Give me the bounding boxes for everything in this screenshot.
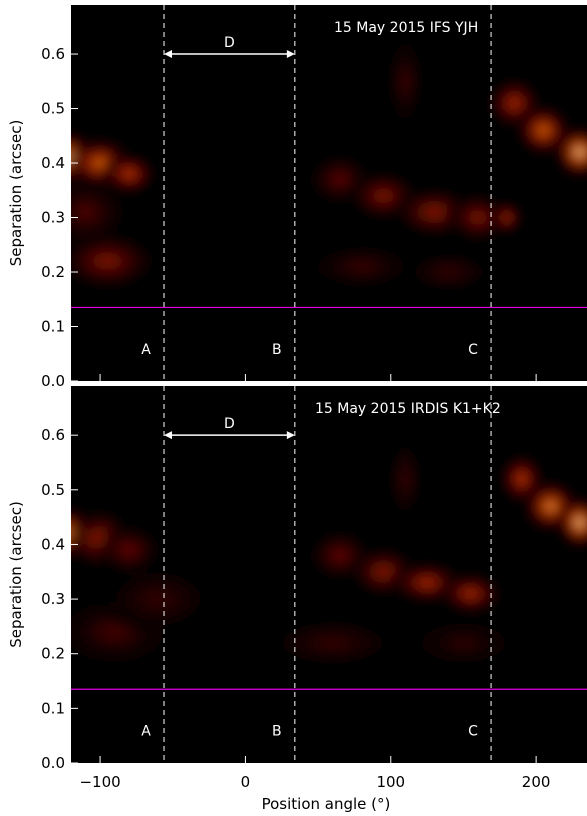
marker-label-A: A	[141, 342, 151, 358]
y-tick-label: 0.4	[41, 535, 65, 553]
heatmap-emission	[71, 435, 587, 670]
y-tick-label: 0.6	[41, 426, 65, 444]
heatmap-feature-14	[546, 502, 555, 510]
panel-1: A B C D 15 May 2015 IFS YJH 0.0 0.1 0.2 0.3 0.4 0.…	[7, 5, 587, 390]
x-tick-label: 200	[522, 773, 551, 791]
masked-region	[71, 307, 587, 381]
span-label: D	[224, 35, 235, 51]
heatmap-feature-16	[576, 148, 584, 156]
y-tick-label: 0.4	[41, 154, 65, 172]
heatmap-feature-11	[322, 639, 343, 647]
heatmap-feature-5	[149, 594, 167, 605]
heatmap-feature-14	[510, 99, 519, 107]
heatmap-feature-7	[378, 568, 389, 576]
span-arrowhead-right	[286, 431, 295, 440]
y-tick-label: 0.2	[41, 263, 65, 281]
heatmap-feature-13	[518, 475, 525, 483]
heatmap-feature-9	[466, 590, 476, 597]
x-tick-label: −100	[79, 773, 120, 791]
heatmap-feature-8	[421, 579, 433, 586]
marker-label-B: B	[272, 724, 282, 740]
x-tick-label: 0	[241, 773, 251, 791]
y-axis-title: Separation (arcsec)	[7, 501, 25, 648]
heatmap-feature-15	[576, 518, 584, 527]
y-tick-label: 0.0	[41, 754, 65, 772]
x-tick-label: 100	[376, 773, 405, 791]
heatmap-feature-11	[402, 75, 408, 88]
panel-title: 15 May 2015 IRDIS K1+K2	[315, 401, 501, 417]
marker-label-A: A	[141, 724, 151, 740]
panel-2: A B C D 15 May 2015 IRDIS K1+K2 0.0 0.1 0.2 0.3 0…	[7, 386, 587, 813]
y-tick-label: 0.5	[41, 100, 65, 118]
marker-label-B: B	[272, 342, 282, 358]
heatmap-feature-6	[335, 175, 345, 184]
heatmap-feature-4	[106, 626, 123, 637]
heatmap-feature-2	[95, 159, 105, 167]
marker-label-C: C	[468, 724, 478, 740]
heatmap-feature-6	[335, 551, 345, 560]
y-tick-label: 0.5	[41, 481, 65, 499]
heatmap-feature-12	[354, 263, 370, 270]
span-arrowhead-left	[164, 50, 173, 59]
y-tick-label: 0.2	[41, 645, 65, 663]
heatmap-feature-10	[402, 472, 408, 486]
y-tick-label: 0.6	[41, 45, 65, 63]
heatmap-feature-15	[539, 126, 548, 135]
heatmap-feature-5	[79, 207, 92, 218]
heatmap-feature-13	[442, 268, 456, 276]
panel-title: 15 May 2015 IFS YJH	[334, 20, 478, 36]
span-arrowhead-right	[286, 50, 295, 59]
heatmap-feature-8	[428, 208, 441, 216]
heatmap-emission	[71, 37, 587, 294]
heatmap-feature-3	[124, 546, 134, 554]
y-tick-label: 0.1	[41, 318, 65, 336]
y-tick-label: 0.3	[41, 590, 65, 608]
heatmap-feature-4	[100, 256, 115, 266]
y-tick-label: 0.0	[41, 372, 65, 390]
y-tick-label: 0.3	[41, 209, 65, 227]
x-axis-title: Position angle (°)	[262, 795, 391, 813]
masked-region	[71, 689, 587, 763]
y-tick-label: 0.1	[41, 699, 65, 717]
heatmap-feature-12	[455, 639, 472, 647]
heatmap-feature-10	[504, 215, 510, 221]
heatmap-feature-7	[378, 191, 389, 200]
heatmap-feature-3	[125, 170, 134, 178]
marker-label-C: C	[468, 342, 478, 358]
span-label: D	[224, 416, 235, 432]
span-arrowhead-left	[164, 431, 173, 440]
heatmap-feature-9	[473, 213, 483, 222]
y-axis-title: Separation (arcsec)	[7, 120, 25, 267]
